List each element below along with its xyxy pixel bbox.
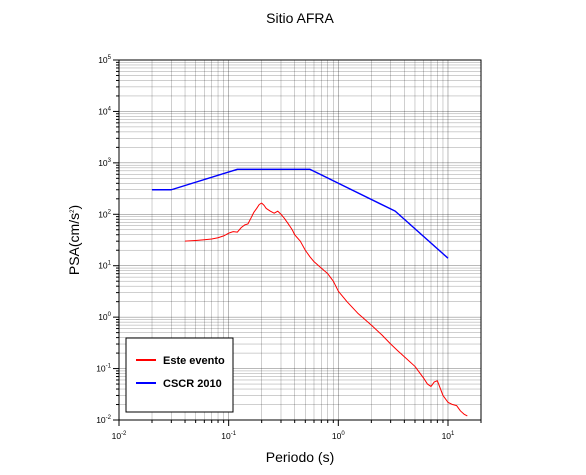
y-tick-label: 101 [98, 261, 111, 271]
series-line-cscr-2010 [152, 168, 449, 259]
x-tick-label: 100 [332, 431, 345, 441]
series-line-este-evento [184, 202, 468, 417]
x-tick-label: 10-1 [221, 431, 236, 441]
chart-title: Sitio AFRA [266, 10, 334, 26]
y-tick-labels: 10-2 10-1 100 101 102 103 104 105 [96, 55, 111, 425]
legend-label-cscr-2010: CSCR 2010 [163, 378, 222, 390]
y-tick-label: 104 [98, 106, 111, 116]
legend-label-este-evento: Este evento [163, 355, 225, 367]
series-lines [152, 168, 468, 417]
x-tick-labels: 10-2 10-1 100 101 [112, 431, 455, 441]
y-tick-label: 105 [98, 55, 111, 65]
y-tick-label: 103 [98, 158, 111, 168]
y-tick-label: 10-2 [96, 415, 111, 425]
y-tick-label: 10-1 [96, 364, 111, 374]
x-axis-label: Periodo (s) [266, 449, 334, 465]
y-tick-label: 100 [98, 312, 111, 322]
legend-box [125, 337, 234, 413]
y-tick-label: 102 [98, 209, 111, 219]
x-tick-label: 101 [442, 431, 455, 441]
y-axis-label-suffix: ) [66, 205, 82, 210]
axis-ticks [113, 59, 482, 426]
y-axis-label: PSA(cm/s2) [66, 205, 82, 275]
legend: Este evento CSCR 2010 [125, 337, 234, 413]
x-tick-label: 10-2 [112, 431, 127, 441]
y-axis-label-exponent: 2 [70, 209, 76, 213]
y-axis-label-prefix: PSA(cm/s [66, 213, 82, 275]
grid [118, 59, 482, 421]
plot-frame [118, 59, 482, 421]
